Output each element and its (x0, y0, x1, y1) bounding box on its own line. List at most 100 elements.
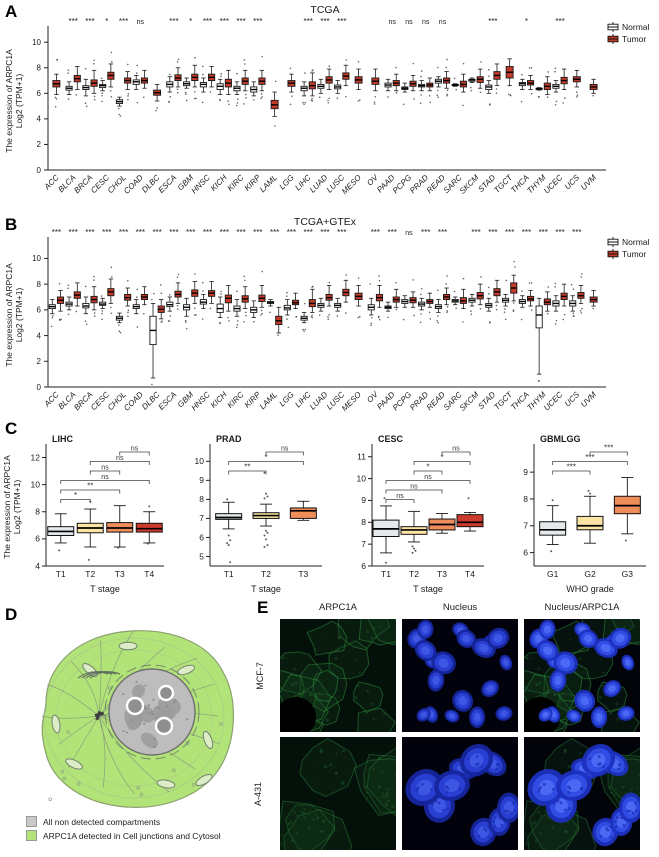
svg-text:5: 5 (199, 551, 204, 561)
svg-text:***: *** (505, 228, 514, 237)
svg-text:*: * (426, 463, 429, 472)
svg-text:7: 7 (361, 539, 366, 549)
svg-text:6: 6 (37, 89, 42, 98)
svg-text:The expression of ARPC1A: The expression of ARPC1A (4, 49, 14, 153)
svg-text:HNSC: HNSC (190, 390, 213, 413)
svg-text:ns: ns (439, 19, 447, 26)
svg-text:10: 10 (195, 456, 205, 466)
svg-text:LUAD: LUAD (308, 390, 330, 412)
svg-text:***: *** (304, 228, 313, 237)
panel-a-label: A (5, 2, 18, 21)
svg-text:6: 6 (199, 532, 204, 542)
svg-text:***: *** (203, 17, 212, 26)
svg-text:***: *** (471, 228, 480, 237)
svg-text:ns: ns (424, 474, 432, 481)
svg-text:6: 6 (37, 306, 42, 315)
svg-text:***: *** (203, 228, 212, 237)
svg-text:8: 8 (361, 517, 366, 527)
svg-text:G1: G1 (547, 569, 559, 579)
svg-text:ns: ns (281, 446, 289, 453)
svg-text:KICH: KICH (209, 173, 229, 193)
svg-text:T stage: T stage (251, 584, 281, 594)
panel-b-label: B (5, 215, 18, 234)
panel-d-label: D (5, 605, 18, 624)
svg-text:ns: ns (131, 446, 139, 453)
svg-text:UCS: UCS (563, 173, 582, 192)
svg-text:ns: ns (405, 230, 413, 237)
svg-text:***: *** (555, 17, 564, 26)
svg-text:***: *** (253, 228, 262, 237)
svg-text:***: *** (320, 17, 329, 26)
svg-text:*: * (264, 453, 267, 462)
svg-text:***: *** (488, 17, 497, 26)
svg-text:4: 4 (37, 115, 42, 124)
svg-text:***: *** (102, 228, 111, 237)
gray-swatch-icon (26, 816, 37, 827)
svg-text:TCGA+GTEx: TCGA+GTEx (294, 216, 357, 228)
svg-text:KIRC: KIRC (226, 173, 246, 193)
micrograph-MCF-7-Nucleus (402, 619, 518, 732)
svg-text:4: 4 (37, 331, 42, 340)
legend-item-green: ARPC1A detected in Cell junctions and Cy… (26, 830, 221, 841)
svg-text:***: *** (169, 17, 178, 26)
svg-text:6: 6 (35, 534, 40, 544)
svg-text:***: *** (69, 228, 78, 237)
compartment-legend: All non detected compartments ARPC1A det… (26, 816, 221, 844)
micrograph-MCF-7-ARPC1A (260, 595, 416, 746)
svg-text:7: 7 (523, 521, 528, 531)
svg-text:***: *** (186, 228, 195, 237)
svg-text:ns: ns (405, 19, 413, 26)
svg-text:***: *** (371, 228, 380, 237)
plot: TCGA 0 2 4 6 8 10 The expression of ARPC1A Log2 … (4, 4, 606, 196)
micrograph-A-431-Nucleus/ARPC1A (513, 737, 659, 857)
svg-text:Log2 (TPM+1): Log2 (TPM+1) (14, 288, 24, 343)
svg-text:***: *** (253, 17, 262, 26)
svg-text:8: 8 (37, 280, 42, 289)
svg-text:ns: ns (116, 455, 124, 462)
svg-text:The expression of ARPC1A: The expression of ARPC1A (2, 455, 12, 559)
svg-text:UVM: UVM (579, 173, 598, 192)
svg-text:6: 6 (523, 547, 528, 557)
svg-text:*: * (189, 17, 192, 26)
svg-text:8: 8 (35, 507, 40, 517)
column-header-arpc1a: ARPC1A (318, 602, 357, 613)
svg-text:PRAD: PRAD (216, 434, 242, 444)
svg-text:***: *** (236, 17, 245, 26)
svg-text:*: * (440, 453, 443, 462)
svg-text:12: 12 (31, 452, 41, 462)
svg-text:***: *** (555, 228, 564, 237)
svg-text:ns: ns (410, 484, 418, 491)
svg-text:10: 10 (31, 479, 41, 489)
svg-text:6: 6 (361, 561, 366, 571)
svg-text:WHO grade: WHO grade (566, 584, 614, 594)
svg-text:**: ** (244, 463, 250, 472)
svg-text:LUAD: LUAD (308, 173, 330, 195)
svg-text:***: *** (438, 228, 447, 237)
svg-text:Tumor: Tumor (622, 34, 646, 44)
svg-text:LGG: LGG (278, 390, 296, 408)
svg-text:UCEC: UCEC (542, 390, 565, 413)
svg-text:ESCA: ESCA (157, 390, 179, 412)
svg-text:Log2 (TPM+1): Log2 (TPM+1) (12, 480, 22, 535)
panel-c-label: C (5, 419, 18, 438)
svg-text:T stage: T stage (90, 584, 120, 594)
svg-text:*: * (74, 491, 77, 500)
svg-text:**: ** (87, 482, 93, 491)
svg-text:***: *** (604, 444, 613, 453)
svg-text:ns: ns (101, 465, 109, 472)
legend-label-green: ARPC1A detected in Cell junctions and Cy… (43, 830, 221, 841)
svg-text:KICH: KICH (209, 390, 229, 410)
svg-text:TCGA: TCGA (310, 4, 339, 16)
tcga-gtex-boxplot-chart: TCGA+GTEx 0 2 4 6 8 10 The expression of ARPC1A… (4, 216, 650, 413)
svg-text:***: *** (421, 228, 430, 237)
svg-text:T4: T4 (465, 569, 475, 579)
svg-text:T2: T2 (261, 569, 271, 579)
svg-text:***: *** (119, 228, 128, 237)
svg-text:***: *** (236, 228, 245, 237)
svg-text:G2: G2 (584, 569, 596, 579)
svg-text:***: *** (337, 228, 346, 237)
svg-text:T4: T4 (144, 569, 154, 579)
svg-text:ns: ns (137, 19, 145, 26)
